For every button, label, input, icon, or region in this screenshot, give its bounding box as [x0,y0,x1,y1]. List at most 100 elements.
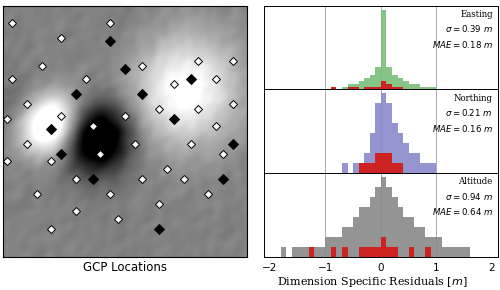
Bar [370,197,376,257]
Bar [408,84,414,89]
Bar [386,103,392,173]
Bar [431,87,436,89]
Bar [398,133,403,173]
Bar [376,187,381,257]
Bar [381,153,386,173]
Bar [381,93,386,173]
Bar [336,237,342,257]
Bar [358,81,364,89]
Bar [426,237,431,257]
Bar [342,227,347,257]
Bar [392,75,398,89]
Bar [386,153,392,173]
Bar [458,247,464,257]
Bar [414,153,420,173]
Bar [386,187,392,257]
Text: Dimension Specific Residuals $[m]$: Dimension Specific Residuals $[m]$ [277,275,468,289]
Bar [320,247,326,257]
Bar [342,247,347,257]
Bar [408,247,414,257]
Bar [358,163,364,173]
Bar [370,247,376,257]
Bar [348,227,353,257]
Bar [364,78,370,89]
Bar [376,153,381,173]
Bar [392,247,398,257]
Bar [392,123,398,173]
Bar [326,237,331,257]
Bar [392,163,398,173]
Bar [358,247,364,257]
Bar [414,84,420,89]
Bar [308,247,314,257]
Bar [426,163,431,173]
Bar [331,87,336,89]
Text: Northing
$\sigma = 0.21\ m$
$MAE = 0.16\ m$: Northing $\sigma = 0.21\ m$ $MAE = 0.16\… [432,94,493,134]
Bar [403,81,408,89]
Bar [370,133,376,173]
Bar [353,84,358,89]
Bar [381,177,386,257]
Bar [453,247,458,257]
Bar [353,163,358,173]
Bar [292,247,298,257]
Text: Altitude
$\sigma = 0.94\ m$
$MAE = 0.64\ m$: Altitude $\sigma = 0.94\ m$ $MAE = 0.64\… [432,177,493,217]
Bar [342,87,347,89]
Bar [358,163,364,173]
Bar [364,207,370,257]
Bar [442,247,448,257]
Bar [464,247,469,257]
Bar [408,217,414,257]
Bar [348,84,353,89]
Bar [381,81,386,89]
Bar [308,247,314,257]
Bar [303,247,308,257]
Bar [314,247,320,257]
Bar [370,75,376,89]
Bar [431,237,436,257]
Bar [364,87,370,89]
Bar [398,163,403,173]
Bar [392,87,398,89]
Bar [398,207,403,257]
Bar [358,207,364,257]
Bar [403,217,408,257]
Bar [431,163,436,173]
Bar [298,247,303,257]
Bar [414,227,420,257]
Bar [420,163,426,173]
Bar [386,67,392,89]
Bar [364,153,370,173]
Bar [381,10,386,89]
Bar [353,217,358,257]
Bar [420,87,426,89]
Bar [398,87,403,89]
Bar [376,247,381,257]
Bar [342,163,347,173]
Bar [386,247,392,257]
Bar [364,163,370,173]
Bar [353,87,358,89]
Text: Easting
$\sigma = 0.39\ m$
$MAE = 0.18\ m$: Easting $\sigma = 0.39\ m$ $MAE = 0.18\ … [432,10,493,50]
Bar [448,247,453,257]
Bar [408,153,414,173]
Bar [348,87,353,89]
Bar [370,163,376,173]
Bar [331,237,336,257]
Bar [370,87,376,89]
Bar [386,84,392,89]
Bar [403,143,408,173]
Bar [398,78,403,89]
Bar [426,87,431,89]
Bar [420,227,426,257]
Bar [331,247,336,257]
Bar [392,197,398,257]
Bar [364,247,370,257]
Bar [381,237,386,257]
Bar [376,67,381,89]
Bar [376,87,381,89]
Bar [376,103,381,173]
Bar [331,87,336,89]
Bar [281,247,286,257]
Bar [436,237,442,257]
